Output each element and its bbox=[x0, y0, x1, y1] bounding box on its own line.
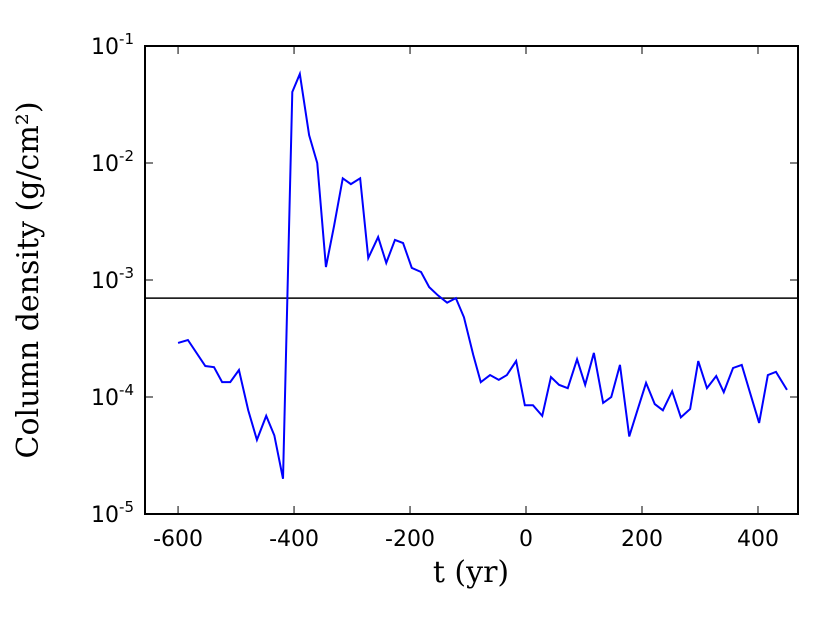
x-tick-label: 400 bbox=[737, 527, 779, 552]
x-tick-label: -600 bbox=[153, 527, 203, 552]
y-tick-label: 10-5 bbox=[91, 498, 134, 528]
y-axis-label: Column density (g/cm²) bbox=[11, 101, 46, 458]
plot-frame bbox=[144, 45, 799, 515]
y-tick-label: 10-4 bbox=[91, 381, 134, 411]
x-tick-label: -400 bbox=[269, 527, 319, 552]
y-tick-label: 10-3 bbox=[91, 264, 134, 294]
x-tick-label: -200 bbox=[385, 527, 435, 552]
x-axis-label: t (yr) bbox=[433, 555, 509, 590]
data-line bbox=[177, 70, 788, 479]
x-tick-label: 200 bbox=[621, 527, 663, 552]
y-tick-label: 10-2 bbox=[91, 147, 134, 177]
x-tick-label: 0 bbox=[519, 527, 533, 552]
y-tick-label: 10-1 bbox=[91, 30, 134, 60]
